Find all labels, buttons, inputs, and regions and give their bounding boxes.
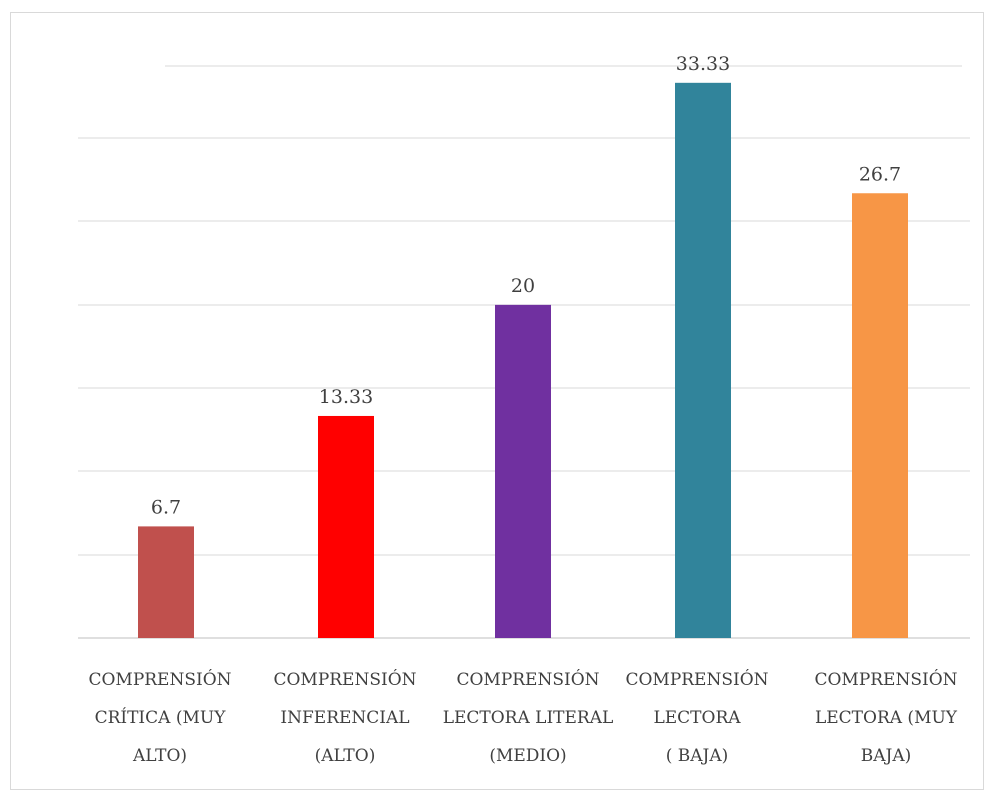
category-label-line: COMPRENSIÓN — [456, 669, 599, 690]
bars — [138, 82, 908, 639]
data-label: 26.7 — [859, 163, 901, 185]
category-label: COMPRENSIÓN LECTORA LITERAL (MEDIO) — [443, 669, 614, 766]
category-label-line: COMPRENSIÓN — [814, 669, 957, 690]
category-label: COMPRENSIÓN LECTORA (MUY BAJA) — [814, 669, 957, 766]
category-label: COMPRENSIÓN INFERENCIAL (ALTO) — [273, 669, 416, 766]
category-label-line: (MEDIO) — [489, 746, 566, 766]
category-labels: COMPRENSIÓN CRÍTICA (MUY ALTO) COMPRENSIÓN I… — [88, 669, 957, 766]
data-label: 33.33 — [676, 53, 730, 75]
category-label-line: INFERENCIAL — [280, 708, 409, 728]
bar — [318, 415, 374, 638]
category-label-line: LECTORA (MUY — [815, 708, 958, 728]
data-label: 6.7 — [151, 496, 181, 518]
data-label: 20 — [511, 275, 535, 297]
category-label-line: (ALTO) — [315, 746, 376, 766]
gridlines — [78, 65, 970, 639]
data-label: 13.33 — [319, 386, 373, 408]
bar — [675, 82, 731, 638]
bar — [852, 193, 908, 639]
category-label-line: ALTO) — [132, 746, 187, 766]
category-label-line: CRÍTICA (MUY — [95, 707, 227, 728]
category-label-line: LECTORA LITERAL — [443, 708, 614, 728]
category-label-line: BAJA) — [861, 746, 912, 766]
category-label-line: COMPRENSIÓN — [88, 669, 231, 690]
bar — [138, 526, 194, 638]
category-label-line: COMPRENSIÓN — [273, 669, 416, 690]
category-label: COMPRENSIÓN CRÍTICA (MUY ALTO) — [88, 669, 231, 766]
category-label-line: COMPRENSIÓN — [625, 669, 768, 690]
category-label-line: LECTORA — [653, 708, 741, 728]
category-label-line: ( BAJA) — [666, 746, 729, 766]
data-labels: 6.7 13.33 20 33.33 26.7 — [151, 53, 901, 519]
bar — [495, 304, 551, 638]
category-label: COMPRENSIÓN LECTORA ( BAJA) — [625, 669, 768, 766]
